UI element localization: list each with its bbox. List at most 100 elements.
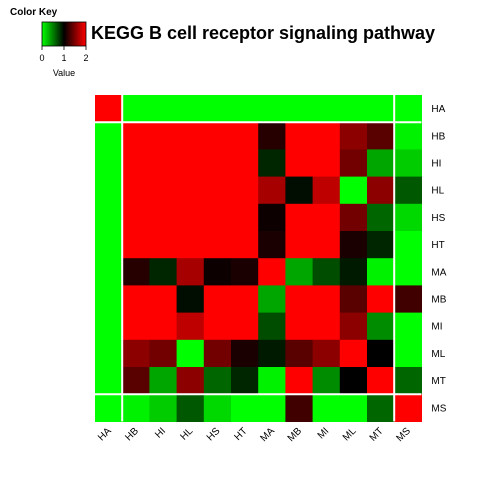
heatmap-cell-HA-HB (122, 95, 150, 123)
row-label-HA: HA (431, 104, 445, 115)
column-label-HS: HS (205, 426, 223, 444)
row-label-HS: HS (431, 213, 445, 224)
heatmap-cell-MT-MB (285, 367, 314, 395)
row-label-MB: MB (431, 295, 446, 306)
heatmap-cell-HS-MS (394, 203, 422, 232)
heatmap-cell-MS-HT (231, 394, 259, 422)
heatmap-cell-HL-HA (95, 176, 123, 205)
heatmap-cell-HT-HL (176, 231, 205, 259)
heatmap-cell-HI-MT (367, 149, 395, 178)
heatmap-cell-HS-MA (258, 203, 286, 232)
heatmap-cell-HL-HB (122, 176, 150, 205)
heatmap-cell-MA-HI (149, 258, 178, 286)
heatmap-cell-MA-HL (176, 258, 205, 286)
row-label-MT: MT (431, 376, 445, 387)
heatmap-cell-MI-MS (394, 312, 422, 341)
heatmap-cell-ML-HB (122, 339, 150, 368)
heatmap-cell-HT-HB (122, 231, 150, 259)
heatmap-cell-HL-HL (176, 176, 205, 205)
heatmap-cell-HI-HA (95, 149, 123, 178)
heatmap-cell-HS-HA (95, 203, 123, 232)
heatmap-cell-HT-MB (285, 231, 314, 259)
color-key-label: Value (53, 68, 75, 78)
heatmap-cell-MT-MT (367, 367, 395, 395)
heatmap-cell-MT-HL (176, 367, 205, 395)
row-label-MS: MS (431, 403, 446, 414)
heatmap-cell-MT-HB (122, 367, 150, 395)
chart-title: KEGG B cell receptor signaling pathway (91, 23, 435, 43)
heatmap-cell-MI-ML (339, 312, 368, 341)
heatmap-cell-MI-HB (122, 312, 150, 341)
heatmap-cell-MA-MS (394, 258, 422, 286)
heatmap-cell-MI-HS (203, 312, 232, 341)
row-label-HT: HT (431, 240, 444, 251)
heatmap-cell-MA-HT (231, 258, 259, 286)
heatmap-cell-HT-MI (312, 231, 341, 259)
heatmap-cell-HL-MT (367, 176, 395, 205)
heatmap-cell-HS-HS (203, 203, 232, 232)
heatmap-cell-MB-ML (339, 285, 368, 314)
heatmap-cell-HS-MB (285, 203, 314, 232)
heatmap-cell-MI-HL (176, 312, 205, 341)
heatmap-cell-HA-MA (258, 95, 286, 123)
heatmap-cell-MS-HI (149, 394, 178, 422)
heatmap-cell-HB-HA (95, 122, 123, 150)
heatmap-cell-MB-HS (203, 285, 232, 314)
heatmap-cell-ML-HS (203, 339, 232, 368)
heatmap-cell-MI-MB (285, 312, 314, 341)
heatmap-cell-HB-HL (176, 122, 205, 150)
heatmap-cell-MI-HI (149, 312, 178, 341)
heatmap-cell-HB-MA (258, 122, 286, 150)
heatmap-cell-HA-ML (339, 95, 368, 123)
heatmap-cell-HI-HT (231, 149, 259, 178)
heatmap-cell-HI-MB (285, 149, 314, 178)
heatmap-cell-HA-HT (231, 95, 259, 123)
column-label-ML: ML (341, 425, 359, 443)
heatmap-cell-MA-HA (95, 258, 123, 286)
column-label-MT: MT (368, 426, 386, 444)
heatmap-cell-HS-HT (231, 203, 259, 232)
heatmap-cell-ML-HI (149, 339, 178, 368)
heatmap-cell-HL-MS (394, 176, 422, 205)
column-label-MB: MB (286, 426, 305, 445)
heatmap-cell-HT-MT (367, 231, 395, 259)
heatmap-cell-MA-MI (312, 258, 341, 286)
heatmap-cell-HS-ML (339, 203, 368, 232)
heatmap-cell-MB-MA (258, 285, 286, 314)
heatmap-cell-MB-HB (122, 285, 150, 314)
heatmap-cell-ML-MB (285, 339, 314, 368)
heatmap-cell-ML-MA (258, 339, 286, 368)
heatmap-cells (95, 95, 422, 422)
column-label-HL: HL (178, 425, 195, 442)
heatmap-cell-MA-MT (367, 258, 395, 286)
heatmap-cell-HL-MB (285, 176, 314, 205)
row-label-HL: HL (431, 186, 444, 197)
heatmap-cell-MA-ML (339, 258, 368, 286)
heatmap-cell-MI-MT (367, 312, 395, 341)
heatmap-cell-MA-MB (285, 258, 314, 286)
heatmap-separators (95, 95, 422, 422)
heatmap-cell-HT-HI (149, 231, 178, 259)
heatmap-cell-HI-HS (203, 149, 232, 178)
heatmap-cell-MS-HL (176, 394, 205, 422)
heatmap-cell-HL-HT (231, 176, 259, 205)
heatmap-cell-HL-HI (149, 176, 178, 205)
color-key-tick-label: 1 (61, 53, 66, 63)
heatmap-cell-HB-HB (122, 122, 150, 150)
heatmap-cell-ML-HT (231, 339, 259, 368)
heatmap-cell-HA-MT (367, 95, 395, 123)
row-label-HB: HB (431, 131, 445, 142)
column-label-MI: MI (316, 426, 332, 442)
heatmap-cell-HA-MI (312, 95, 341, 123)
heatmap-cell-MS-MT (367, 394, 395, 422)
heatmap-cell-MS-HA (95, 394, 123, 422)
heatmap-cell-HB-HS (203, 122, 232, 150)
heatmap-cell-HB-HT (231, 122, 259, 150)
heatmap-cell-MI-MA (258, 312, 286, 341)
heatmap-cell-HI-ML (339, 149, 368, 178)
heatmap-cell-MI-MI (312, 312, 341, 341)
heatmap-cell-HS-HB (122, 203, 150, 232)
heatmap-cell-ML-HL (176, 339, 205, 368)
column-label-HT: HT (233, 426, 250, 443)
